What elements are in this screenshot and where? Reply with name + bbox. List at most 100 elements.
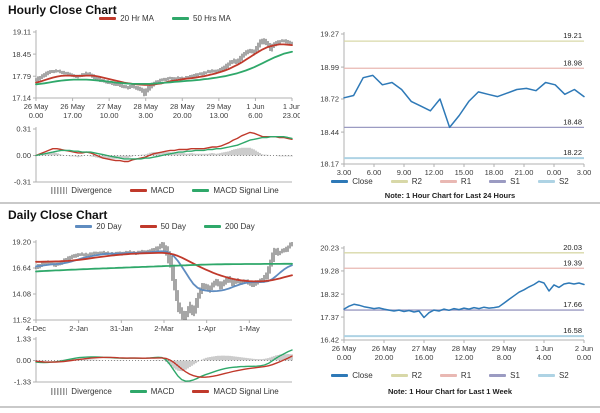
red-line-swatch-icon <box>129 189 147 192</box>
legend-item-50hr-ma: 50 Hrs MA <box>172 14 231 23</box>
legend-label-50hr-ma: 50 Hrs MA <box>193 14 231 23</box>
svg-text:0.00: 0.00 <box>16 356 31 365</box>
svg-text:10.00: 10.00 <box>100 111 119 120</box>
divergence-bars-swatch-icon <box>51 187 68 194</box>
svg-text:0.00: 0.00 <box>547 168 562 177</box>
svg-text:2 Jun: 2 Jun <box>575 344 593 353</box>
hourly-chart-title: Hourly Close Chart <box>8 3 117 17</box>
r1-line-swatch-icon <box>439 374 457 377</box>
red-line-swatch-icon <box>139 225 157 228</box>
svg-text:13.00: 13.00 <box>209 111 228 120</box>
svg-text:9.00: 9.00 <box>397 168 412 177</box>
svg-text:1 Jun: 1 Jun <box>283 102 300 111</box>
svg-text:18.00: 18.00 <box>485 168 504 177</box>
pivot-24h-chart: 19.27 18.99 18.72 18.44 18.17 3.00 6.00 9.00 12.… <box>300 24 600 178</box>
svg-text:18.72: 18.72 <box>320 95 339 104</box>
legend-item-macd: MACD <box>129 387 175 396</box>
svg-text:17.79: 17.79 <box>12 72 31 81</box>
s2-line-swatch-icon <box>537 180 555 183</box>
legend-label-50day: 50 Day <box>160 222 186 231</box>
daily-price-svg: 19.20 16.64 14.08 11.524-Dec 2-Jan 31-Jan 2-Ma… <box>12 238 293 333</box>
svg-text:27 May: 27 May <box>412 344 437 353</box>
svg-text:20.03: 20.03 <box>563 243 582 252</box>
legend-item-macd-signal: MACD Signal Line <box>192 186 279 195</box>
svg-text:31-Jan: 31-Jan <box>110 324 133 333</box>
svg-text:21.00: 21.00 <box>515 168 534 177</box>
svg-text:1 Jun: 1 Jun <box>535 344 553 353</box>
svg-text:18.22: 18.22 <box>563 148 582 157</box>
r2-line-swatch-icon <box>390 374 408 377</box>
legend-item-macd-signal: MACD Signal Line <box>192 387 279 396</box>
svg-text:6.00: 6.00 <box>248 111 263 120</box>
svg-text:17.00: 17.00 <box>63 111 82 120</box>
legend-label-s2: S2 <box>558 371 569 380</box>
svg-text:26 May: 26 May <box>372 344 397 353</box>
legend-label-macd: MACD <box>150 387 175 396</box>
daily-chart-title: Daily Close Chart <box>8 208 108 222</box>
legend-item-divergence: Divergence <box>51 186 112 195</box>
legend-item-s2: S2 <box>537 177 569 186</box>
svg-text:26 May: 26 May <box>60 102 85 111</box>
daily-price-chart: 19.20 16.64 14.08 11.52 4-Dec 2-Jan 31-Jan 2-Ma… <box>0 232 300 334</box>
legend-label-close: Close <box>352 177 373 186</box>
legend-item-close: Close <box>331 177 373 186</box>
svg-text:0.00: 0.00 <box>29 111 44 120</box>
hourly-macd-svg: 0.31 0.00 -0.31 <box>14 125 293 186</box>
legend-item-s1: S1 <box>489 371 520 380</box>
s1-line-swatch-icon <box>489 180 507 183</box>
pivot-24h-legend: Close R2 R1 S1 S2 <box>310 177 590 186</box>
daily-macd-chart: 1.33 0.00 -1.33 <box>0 336 300 386</box>
legend-label-r2: R2 <box>411 177 422 186</box>
svg-text:3.00: 3.00 <box>337 168 352 177</box>
legend-item-50day: 50 Day <box>139 222 186 231</box>
svg-text:18.99: 18.99 <box>320 63 339 72</box>
r2-line-swatch-icon <box>390 180 408 183</box>
legend-label-s1: S1 <box>510 371 520 380</box>
legend-item-r2: R2 <box>390 371 422 380</box>
svg-text:6.00: 6.00 <box>367 168 382 177</box>
legend-item-divergence: Divergence <box>51 387 112 396</box>
svg-text:3.00: 3.00 <box>577 168 592 177</box>
hourly-macd-chart: 0.31 0.00 -0.31 <box>0 124 300 186</box>
svg-text:0.00: 0.00 <box>16 151 31 160</box>
svg-text:20.00: 20.00 <box>375 353 394 362</box>
svg-text:0.00: 0.00 <box>577 353 592 362</box>
legend-item-close: Close <box>331 371 373 380</box>
legend-label-r1: R1 <box>460 177 472 186</box>
legend-label-macd: MACD <box>150 186 175 195</box>
legend-item-200day: 200 Day <box>203 222 255 231</box>
legend-label-s1: S1 <box>510 177 520 186</box>
legend-label-divergence: Divergence <box>71 186 112 195</box>
svg-text:16.64: 16.64 <box>12 264 31 273</box>
blue-line-swatch-icon <box>75 225 93 228</box>
svg-text:19.11: 19.11 <box>13 28 31 37</box>
legend-label-divergence: Divergence <box>71 387 112 396</box>
svg-text:16.00: 16.00 <box>415 353 434 362</box>
daily-macd-legend: Divergence MACD MACD Signal Line <box>36 387 294 396</box>
svg-text:17.14: 17.14 <box>12 94 31 103</box>
pivot-24h-note: Note: 1 Hour Chart for Last 24 Hours <box>384 191 516 200</box>
svg-text:4-Dec: 4-Dec <box>26 324 46 333</box>
green-line-swatch-icon <box>129 390 147 393</box>
pivot-1w-note: Note: 1 Hour Chart for Last 1 Week <box>387 387 513 396</box>
svg-text:18.44: 18.44 <box>320 128 339 137</box>
svg-text:0.00: 0.00 <box>337 353 352 362</box>
r1-line-swatch-icon <box>439 180 457 183</box>
hourly-macd-legend: Divergence MACD MACD Signal Line <box>36 186 294 195</box>
svg-text:1.33: 1.33 <box>16 336 31 344</box>
svg-text:-0.31: -0.31 <box>14 178 31 186</box>
legend-label-r1: R1 <box>460 371 472 380</box>
svg-text:4.00: 4.00 <box>537 353 552 362</box>
svg-text:28 May: 28 May <box>133 102 158 111</box>
red-line-swatch-icon <box>192 390 210 393</box>
daily-macd-svg: 1.33 0.00 -1.33 <box>14 336 293 386</box>
blue-line-swatch-icon <box>331 180 349 183</box>
svg-text:8.00: 8.00 <box>497 353 512 362</box>
svg-text:18.17: 18.17 <box>320 160 339 169</box>
legend-item-r1: R1 <box>439 177 472 186</box>
hourly-price-chart: 19.11 18.45 17.79 17.14 26 May 0.00 26 May 17.0… <box>0 26 300 126</box>
green-line-swatch-icon <box>203 225 221 228</box>
svg-text:12.00: 12.00 <box>425 168 444 177</box>
